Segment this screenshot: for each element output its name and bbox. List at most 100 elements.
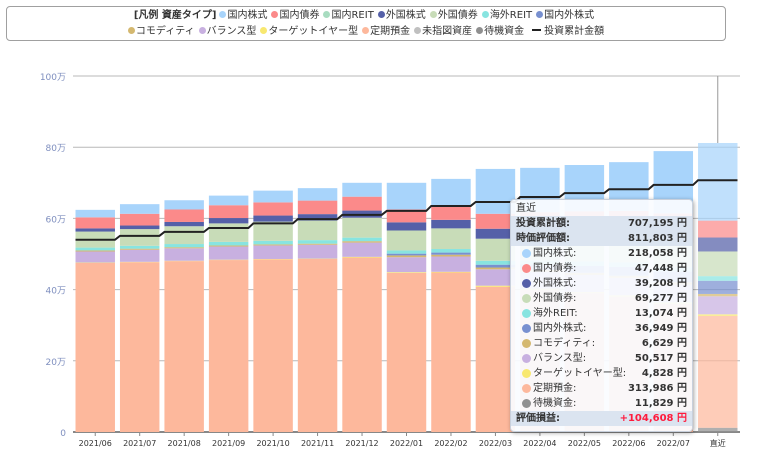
tooltip-profit-label: 評価損益: <box>516 413 560 424</box>
tooltip-row-label: 外国株式: <box>533 278 577 289</box>
bar-segment <box>208 246 249 260</box>
tooltip-profit-row: 評価損益: +104,608 円 <box>511 411 692 426</box>
line-legend-marker <box>532 29 542 31</box>
bar-segment <box>119 204 160 214</box>
tooltip-row: 国内外株式: 36,949 円 <box>511 321 692 336</box>
tooltip-invested-value: 707,195 円 <box>627 218 687 229</box>
legend-item[interactable]: 外国債券 <box>429 10 478 21</box>
tooltip-row-value: 47,448 円 <box>634 263 687 274</box>
tooltip-row-label: 国内株式: <box>533 248 577 259</box>
tooltip-row: 定期預金: 313,986 円 <box>511 381 692 396</box>
series-dot-icon <box>522 384 531 393</box>
bar-segment <box>386 272 427 273</box>
bar-segment <box>386 255 427 258</box>
legend-item[interactable]: 定期預金 <box>362 26 410 37</box>
bar-segment <box>698 314 738 317</box>
bar-segment <box>208 260 249 432</box>
bar-segment <box>431 219 471 229</box>
bar-segment <box>475 168 516 214</box>
bar-segment <box>297 214 338 221</box>
x-tick-label: 2022/06 <box>612 439 645 448</box>
tooltip-row-value: 36,949 円 <box>634 323 687 334</box>
bar-segment <box>119 262 160 432</box>
bar-segment <box>342 182 382 197</box>
legend-dot-icon <box>429 11 437 18</box>
bar-segment <box>431 206 471 220</box>
bar-segment <box>208 245 249 247</box>
bar-segment <box>208 195 249 206</box>
tooltip-row-label: 国内債券: <box>533 263 577 274</box>
bar-segment <box>431 272 471 432</box>
bar-segment <box>119 225 160 230</box>
y-tick-label: 0 <box>60 429 66 439</box>
legend-item[interactable]: コモディティ <box>127 26 195 37</box>
y-tick-label: 60万 <box>46 215 66 225</box>
bar-segment <box>698 316 738 428</box>
bar-segment <box>297 243 338 245</box>
x-tick-label: 2022/04 <box>523 439 556 448</box>
bar-segment <box>475 286 516 432</box>
legend-item-label: 国内株式 <box>227 10 268 21</box>
legend-item[interactable]: 国内REIT <box>323 10 374 21</box>
legend-item-label: 待機資金 <box>484 26 525 37</box>
legend-item-label: ターゲットイヤー型 <box>268 26 359 37</box>
tooltip-profit-value: +104,608 円 <box>619 413 687 424</box>
bar-segment <box>475 213 516 229</box>
tooltip-row: 外国債券: 69,277 円 <box>511 291 692 306</box>
bar-segment <box>164 209 204 222</box>
bar-segment <box>75 228 115 232</box>
x-tick-label: 2022/01 <box>390 439 423 448</box>
bar-segment <box>431 271 471 273</box>
legend-dot-icon <box>536 11 544 18</box>
bar-segment <box>475 228 516 239</box>
bar-segment <box>119 245 160 249</box>
tooltip-row-label-wrap: 海外REIT: <box>516 306 578 321</box>
bar-segment <box>208 223 249 242</box>
bar-segment <box>208 205 249 219</box>
bar-segment <box>297 200 338 215</box>
legend-item[interactable]: 国内外株式 <box>536 10 594 21</box>
x-tick-label: 直近 <box>710 438 726 448</box>
bar-segment <box>431 252 471 255</box>
bar-segment <box>208 241 249 246</box>
tooltip-row-label-wrap: 国内債券: <box>516 261 576 276</box>
bar-segment <box>342 237 382 242</box>
tooltip-row-label: 待機資金: <box>533 398 577 409</box>
bar-segment <box>297 220 338 241</box>
bar-segment <box>475 260 516 265</box>
legend-dot-icon <box>127 27 135 34</box>
bar-segment <box>208 218 249 224</box>
tooltip-row-value: 11,829 円 <box>634 398 687 409</box>
legend-item[interactable]: 未指図資産 <box>414 26 472 37</box>
tooltip-row-value: 50,517 円 <box>634 353 687 364</box>
tooltip-row-value: 218,058 円 <box>627 248 687 259</box>
legend-dot-icon <box>362 27 370 34</box>
tooltip-row: ターゲットイヤー型: 4,828 円 <box>511 366 692 381</box>
legend-dot-icon <box>260 27 268 34</box>
tooltip-row-label: ターゲットイヤー型: <box>533 368 627 379</box>
legend-item[interactable]: 国内債券 <box>271 10 319 21</box>
tooltip-row-value: 4,828 円 <box>641 368 687 379</box>
legend-dot-icon <box>198 27 206 34</box>
legend-item[interactable]: 海外REIT <box>481 10 532 21</box>
legend-item[interactable]: 待機資金 <box>476 26 524 37</box>
bar-segment <box>698 296 738 315</box>
legend-item[interactable]: ターゲットイヤー型 <box>260 26 358 37</box>
tooltip-row-label-wrap: コモディティ: <box>516 336 595 351</box>
legend: [凡例 資産タイプ] 国内株式 国内債券 国内REIT 外国株式 外国債券 海外REIT 国内… <box>6 6 726 41</box>
bar-segment <box>253 245 293 259</box>
legend-dot-icon <box>476 27 484 34</box>
legend-item[interactable]: 国内株式 <box>219 10 267 21</box>
legend-dot-icon <box>414 27 422 34</box>
x-tick-label: 2021/08 <box>168 439 201 448</box>
bar-segment <box>75 247 115 251</box>
bar-segment <box>698 220 738 238</box>
bar-segment <box>342 256 382 258</box>
bar-segment <box>253 244 293 246</box>
legend-item[interactable]: バランス型 <box>198 26 256 37</box>
x-tick-label: 2022/05 <box>568 439 601 448</box>
bar-segment <box>164 248 204 261</box>
legend-item[interactable]: 外国株式 <box>377 10 426 21</box>
tooltip-market-label: 時価評価額: <box>516 233 570 244</box>
bar-segment <box>297 188 338 201</box>
